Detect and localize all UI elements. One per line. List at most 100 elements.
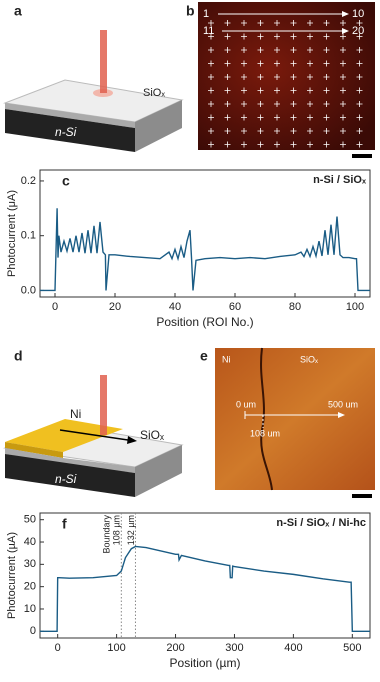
roi-marker [208,87,214,94]
x-axis-label: Position (ROI No.) [156,315,253,329]
roi-marker [257,60,264,67]
annotation-text: Boundary [102,515,112,554]
substrate-side [135,100,182,152]
x-tick-label: 100 [107,642,125,654]
roi-label: 10 [352,8,364,20]
roi-marker [307,114,313,121]
roi-marker [290,47,297,53]
roi-marker [307,87,313,94]
roi-marker [224,128,231,134]
boundary-label: 108 um [250,428,280,438]
roi-marker [323,33,330,40]
optical-image [198,2,375,150]
roi-marker [307,128,313,134]
x-tick-label: 60 [229,301,241,313]
data-line [40,545,370,632]
roi-marker [241,47,247,53]
y-tick-label: 0.2 [21,175,36,187]
panel-b: b 1 10 11 20 [186,2,375,158]
roi-marker [241,114,247,121]
roi-marker [241,128,247,134]
roi-marker [257,128,264,134]
x-tick-label: 300 [225,642,243,654]
roi-marker [224,114,231,121]
roi-marker [323,87,330,94]
y-tick-label: 0.0 [21,284,36,296]
roi-marker [208,114,214,121]
arrow-head [338,412,345,418]
roi-marker [274,128,280,134]
roi-marker [323,128,330,134]
roi-marker [307,74,313,80]
laser-beam [100,30,107,93]
roi-marker [340,114,346,121]
annotation-text: 132 µm [126,515,136,545]
roi-marker [356,74,363,80]
roi-marker [323,60,330,67]
y-axis-label: Photocurrent (μA) [6,190,18,277]
roi-marker [356,60,363,67]
boundary-line [260,347,273,491]
roi-marker [356,47,363,53]
roi-marker [356,33,363,40]
metal-label: Ni [70,407,81,421]
scale-bar [352,494,372,498]
x-tick-label: 100 [346,301,364,313]
scan-start: 0 um [236,399,256,409]
roi-marker [290,87,297,94]
roi-marker [208,60,214,67]
oxide-edge [5,448,63,464]
roi-marker [323,114,330,121]
roi-marker [340,20,346,26]
panel-label: b [186,3,195,19]
roi-marker [307,47,313,53]
roi-label: 20 [352,25,364,37]
laser-beam [100,375,107,435]
y-tick-label: 10 [24,603,36,615]
roi-marker [290,141,297,148]
panel-label: d [14,348,23,364]
oxide-edge [5,103,135,128]
chart-title: n-Si / SiOₓ / Ni-hc [276,517,366,529]
roi-marker [224,101,231,107]
roi-marker [340,141,346,148]
roi-marker [208,33,214,40]
roi-marker [340,60,346,67]
region-label: Ni [222,354,231,364]
roi-marker [290,60,297,67]
roi-marker [208,128,214,134]
roi-marker [290,114,297,121]
roi-marker [257,74,264,80]
roi-marker [274,47,280,53]
metal-layer [5,419,123,452]
roi-marker [224,20,231,26]
roi-marker [290,20,297,26]
roi-marker [241,20,247,26]
roi-marker [257,87,264,94]
roi-marker [241,74,247,80]
layer-label: SiOₓ [143,87,165,99]
y-axis-label: Photocurrent (µA) [6,532,18,619]
roi-marker [274,33,280,40]
panel-label: c [62,173,70,189]
oxide-edge [63,458,135,473]
roi-marker [274,87,280,94]
roi-marker [356,128,363,134]
panel-d: d Ni SiOₓ n-Si [3,348,184,497]
x-tick-label: 20 [109,301,121,313]
roi-marker [356,114,363,121]
panel-e: e Ni SiOₓ 0 um 500 um 108 um [200,348,375,498]
substrate-label: n-Si [55,125,77,139]
roi-marker [274,114,280,121]
roi-marker [340,101,346,107]
roi-label: 1 [203,8,209,20]
roi-marker [290,74,297,80]
roi-marker [290,128,297,134]
y-tick-label: 40 [24,536,36,548]
roi-marker [307,20,313,26]
plot-frame [39,169,371,298]
y-tick-label: 50 [24,514,36,526]
roi-marker [356,141,363,148]
arrow-head [342,28,349,34]
